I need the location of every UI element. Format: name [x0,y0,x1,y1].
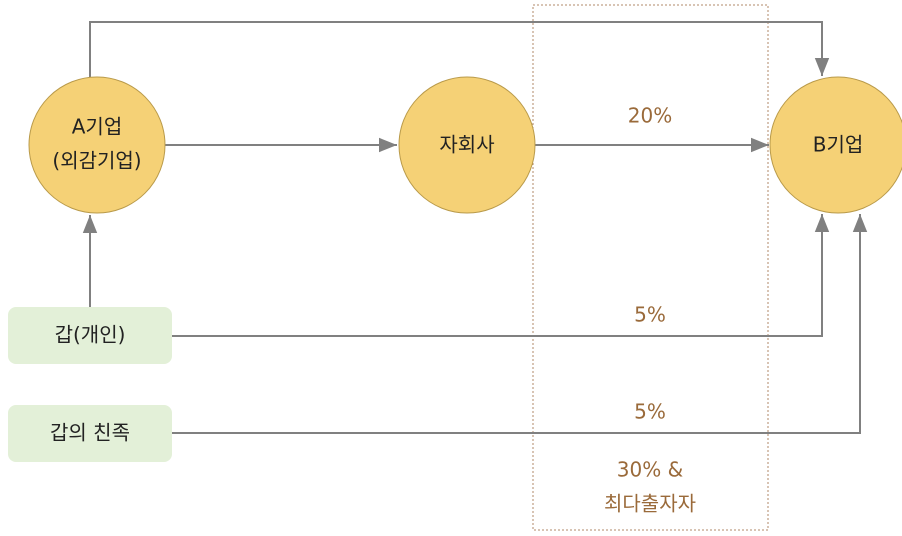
note: 최다출자자 [604,492,696,516]
node-label: 갑(개인) [55,323,126,347]
node-label: (외감기업) [52,149,141,173]
edge-label: 5% [634,400,666,424]
node-box [8,307,172,364]
node-box [8,405,172,462]
arrow [89,21,830,77]
arrow [172,214,830,337]
node-label: 갑의 친족 [50,421,130,445]
dotted-box [532,4,769,531]
note: 30% & [617,458,683,482]
node-label: A기업 [72,115,122,139]
node-circle [28,76,166,214]
edge-label: 20% [628,104,672,128]
edge-label: 5% [634,303,666,327]
node-label: B기업 [813,133,864,157]
arrow [172,214,868,434]
node-circle [769,76,902,214]
node-label: 자회사 [439,133,494,157]
node-circle [398,76,536,214]
